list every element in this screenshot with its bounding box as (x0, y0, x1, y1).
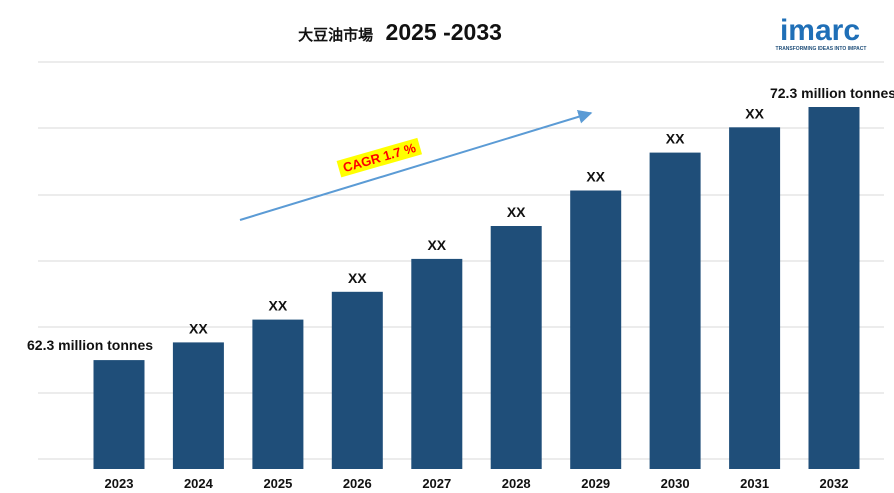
data-label-2029: XX (586, 169, 605, 185)
x-tick-label-2030: 2030 (661, 476, 690, 491)
data-label-2025: XX (269, 298, 288, 314)
data-labels: 62.3 million tonnes XX XX XX XX XX XX XX XX 72.3 … (27, 85, 894, 353)
cagr-annotation: CAGR 1.7 % (336, 137, 423, 178)
x-tick-label-2025: 2025 (263, 476, 292, 491)
x-tick-label-2023: 2023 (105, 476, 134, 491)
bar-2032 (808, 107, 860, 469)
x-tick-label-2029: 2029 (581, 476, 610, 491)
x-axis-tick-labels: 2023 2024 2025 2026 2027 2028 2029 2030 2031 2032 (105, 476, 849, 491)
bar-2031 (729, 127, 781, 470)
x-tick-label-2027: 2027 (422, 476, 451, 491)
data-label-2031: XX (745, 105, 764, 121)
bar-2023 (93, 360, 145, 469)
x-tick-label-2026: 2026 (343, 476, 372, 491)
trend-arrow (239, 109, 593, 221)
data-label-2028: XX (507, 204, 526, 220)
bar-2030 (649, 152, 701, 469)
imarc-logo: imarc TRANSFORMING IDEAS INTO IMPACT (776, 14, 867, 52)
data-label-2024: XX (189, 320, 208, 336)
logo-wordmark: imarc (780, 14, 860, 47)
x-tick-label-2028: 2028 (502, 476, 531, 491)
data-label-2027: XX (427, 237, 446, 253)
x-tick-label-2031: 2031 (740, 476, 769, 491)
x-tick-label-2032: 2032 (820, 476, 849, 491)
bar-2027 (411, 258, 463, 469)
chart-title-years: 2025 -2033 (386, 19, 502, 45)
bar-2029 (570, 190, 622, 469)
chart-title: 大豆油市場 2025 -2033 (298, 19, 502, 45)
data-label-2023: 62.3 million tonnes (27, 337, 153, 353)
logo-tagline: TRANSFORMING IDEAS INTO IMPACT (776, 46, 867, 52)
bars (93, 107, 860, 470)
bar-2028 (490, 226, 542, 469)
data-label-2030: XX (666, 131, 685, 147)
data-label-2026: XX (348, 270, 367, 286)
data-label-2032: 72.3 million tonnes (770, 85, 894, 101)
bar-2026 (331, 291, 383, 469)
x-tick-label-2024: 2024 (184, 476, 214, 491)
bar-2025 (252, 319, 304, 469)
bar-2024 (172, 342, 224, 469)
cagr-highlight (336, 137, 423, 178)
chart-title-prefix: 大豆油市場 (298, 26, 373, 44)
